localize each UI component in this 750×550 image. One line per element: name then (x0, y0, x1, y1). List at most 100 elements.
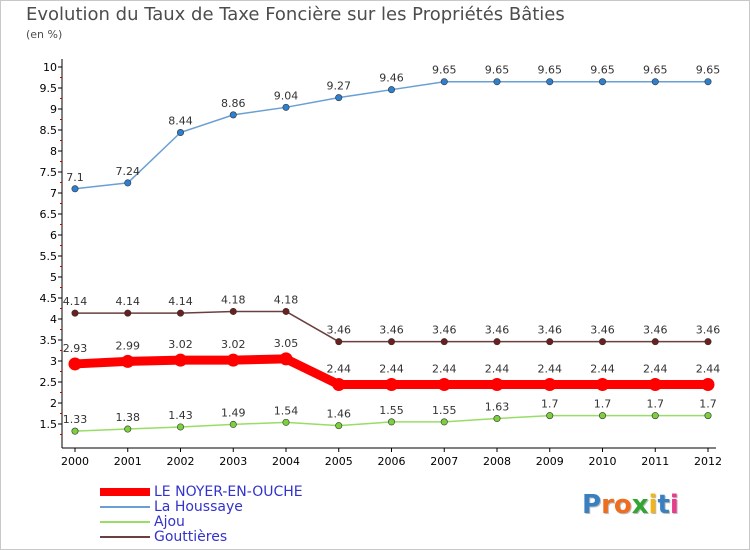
data-label: 3.46 (538, 324, 563, 337)
data-point (440, 418, 448, 426)
data-point (226, 353, 240, 367)
data-label: 1.49 (221, 406, 246, 419)
y-tick-label: 8.5 (40, 124, 58, 137)
data-label: 3.46 (696, 324, 721, 337)
data-point (596, 378, 609, 392)
data-label: 3.02 (221, 338, 246, 351)
x-tick-label: 2009 (536, 455, 564, 468)
x-tick-label: 2000 (61, 455, 89, 468)
data-label: 1.55 (379, 404, 404, 417)
y-tick-label: 6.5 (40, 208, 58, 221)
data-label: 1.46 (327, 408, 352, 421)
chart-unit-label: (en %) (26, 28, 63, 41)
y-tick-label: 8 (50, 145, 57, 158)
data-label: 2.44 (432, 363, 457, 376)
data-label: 3.46 (590, 324, 615, 337)
data-point (543, 378, 557, 392)
legend-label: La Houssaye (154, 499, 243, 515)
data-point (282, 418, 290, 426)
data-point (440, 338, 448, 346)
data-point (704, 412, 712, 420)
x-tick-label: 2002 (167, 455, 195, 468)
y-tick-label: 5 (50, 271, 57, 284)
data-point (335, 94, 343, 102)
data-point (387, 86, 395, 94)
logo-letter: P (582, 490, 602, 520)
data-label: 2.93 (63, 342, 88, 355)
x-tick-label: 2008 (483, 455, 511, 468)
data-point (279, 352, 293, 366)
legend-swatch (100, 506, 150, 508)
logo-letter: o (613, 490, 632, 520)
data-point (437, 378, 451, 392)
y-tick-label: 7 (50, 187, 57, 200)
y-tick-label: 9.5 (40, 82, 58, 95)
data-label: 1.55 (432, 404, 457, 417)
data-label: 2.44 (379, 363, 404, 376)
data-point (598, 78, 606, 86)
data-point (124, 179, 132, 187)
data-point (124, 309, 132, 317)
proxiti-logo: Proxiti (582, 490, 679, 520)
y-tick-label: 2 (50, 397, 57, 410)
data-label: 2.44 (590, 363, 615, 376)
data-point (68, 357, 82, 371)
data-label: 2.44 (538, 363, 563, 376)
legend-item: Gouttières (100, 529, 227, 545)
data-point (332, 378, 346, 392)
data-point (704, 78, 712, 86)
x-tick-label: 2001 (114, 455, 142, 468)
data-label: 3.05 (274, 337, 299, 350)
data-label: 1.38 (116, 411, 141, 424)
data-label: 1.7 (594, 398, 612, 411)
data-label: 3.46 (643, 324, 668, 337)
data-point (490, 378, 504, 392)
legend-item: LE NOYER-EN-OUCHE (100, 484, 303, 500)
data-label: 1.7 (541, 398, 559, 411)
data-label: 1.7 (699, 398, 717, 411)
data-point (335, 338, 343, 346)
data-label: 2.44 (327, 363, 352, 376)
data-point (174, 353, 187, 367)
data-point (177, 129, 185, 137)
legend-swatch (100, 521, 150, 523)
data-point (598, 412, 606, 420)
data-point (177, 309, 185, 317)
x-tick-label: 2004 (272, 455, 300, 468)
logo-letter: t (657, 490, 670, 520)
y-tick-label: 4 (50, 313, 57, 326)
data-label: 1.63 (485, 401, 510, 414)
data-point (546, 78, 554, 86)
data-point (282, 307, 290, 315)
legend-swatch (100, 536, 150, 538)
y-tick-label: 4.5 (40, 292, 58, 305)
chart-title: Evolution du Taux de Taxe Foncière sur l… (26, 4, 565, 25)
data-point (335, 422, 343, 430)
data-point (651, 338, 659, 346)
data-point (282, 103, 290, 111)
data-label: 9.65 (538, 64, 563, 77)
data-label: 2.44 (696, 363, 721, 376)
data-label: 4.14 (168, 295, 193, 308)
data-label: 4.14 (116, 295, 141, 308)
data-point (229, 111, 237, 119)
x-tick-label: 2003 (219, 455, 247, 468)
data-label: 3.46 (379, 324, 404, 337)
x-tick-label: 2012 (694, 455, 722, 468)
x-tick-label: 2010 (589, 455, 617, 468)
data-point (440, 78, 448, 86)
data-point (546, 338, 554, 346)
data-label: 1.43 (168, 409, 193, 422)
y-tick-label: 3 (50, 355, 57, 368)
data-point (71, 309, 79, 317)
data-point (387, 338, 395, 346)
data-label: 4.18 (221, 293, 246, 306)
y-tick-label: 1.5 (40, 418, 58, 431)
data-label: 1.54 (274, 404, 299, 417)
data-label: 9.65 (643, 64, 668, 77)
data-label: 2.44 (643, 363, 668, 376)
data-point (704, 338, 712, 346)
data-point (121, 354, 135, 368)
data-label: 3.02 (168, 338, 193, 351)
data-label: 4.18 (274, 293, 299, 306)
